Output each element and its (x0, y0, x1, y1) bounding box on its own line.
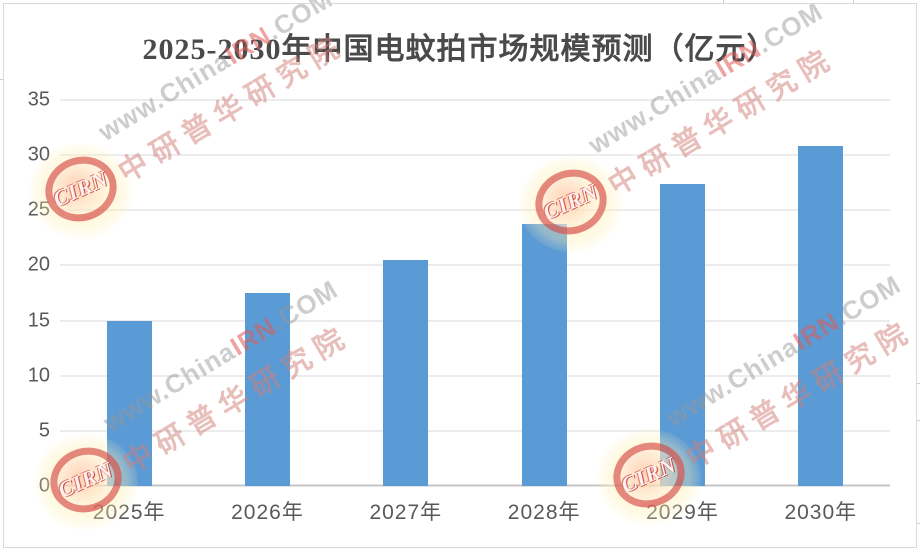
bar-2026年 (244, 293, 290, 486)
y-tick-label-30: 30 (27, 143, 50, 166)
x-axis-line (60, 484, 890, 487)
y-tick-label-35: 35 (27, 88, 50, 111)
sheet-gridline-stub (853, 0, 854, 4)
gridline-10 (60, 375, 890, 377)
x-tick-label-2025年: 2025年 (92, 501, 166, 524)
plot-area (60, 99, 890, 487)
bar-2025年 (106, 320, 152, 486)
gridline-35 (60, 99, 890, 101)
y-tick-label-5: 5 (38, 419, 50, 442)
x-tick-label-2026年: 2026年 (231, 501, 304, 524)
bar-slot (198, 100, 336, 486)
sheet-gridline-stub (723, 0, 724, 4)
sheet-gridline-stub (916, 383, 920, 384)
bar-2030年 (798, 146, 844, 486)
chart-title: 2025-2030年中国电蚊拍市场规模预测（亿元） (142, 33, 778, 66)
sheet-gridline-stub (916, 420, 920, 421)
sheet-gridline-stub (916, 523, 920, 524)
bar-series (60, 100, 890, 486)
bar-slot (60, 100, 198, 486)
gridline-5 (60, 430, 890, 432)
y-tick-label-15: 15 (27, 309, 50, 332)
gridline-30 (60, 154, 890, 156)
x-tick-label-2028年: 2028年 (507, 501, 581, 524)
sheet-gridline-stub (0, 79, 4, 80)
bar-slot (752, 100, 890, 486)
bar-slot (337, 100, 475, 486)
x-tick-label-2027年: 2027年 (369, 501, 443, 524)
y-tick-label-10: 10 (27, 364, 50, 387)
gridline-25 (60, 209, 890, 211)
bar-2029年 (659, 183, 705, 486)
y-axis: 0 5 10 15 20 25 30 35 (14, 89, 50, 497)
x-axis: 2025年 2026年 2027年 2028年 2029年 2030年 (60, 496, 890, 526)
bar-slot (613, 100, 751, 486)
x-tick-label-2030年: 2030年 (784, 501, 858, 524)
bar-slot (475, 100, 613, 486)
y-tick-label-0: 0 (38, 474, 50, 497)
x-tick-label-2029年: 2029年 (646, 501, 719, 524)
y-tick-label-25: 25 (27, 198, 50, 221)
bar-2027年 (383, 259, 429, 486)
y-tick-label-20: 20 (27, 253, 50, 276)
gridline-20 (60, 264, 890, 266)
gridline-15 (60, 320, 890, 322)
bar-2028年 (521, 223, 567, 486)
